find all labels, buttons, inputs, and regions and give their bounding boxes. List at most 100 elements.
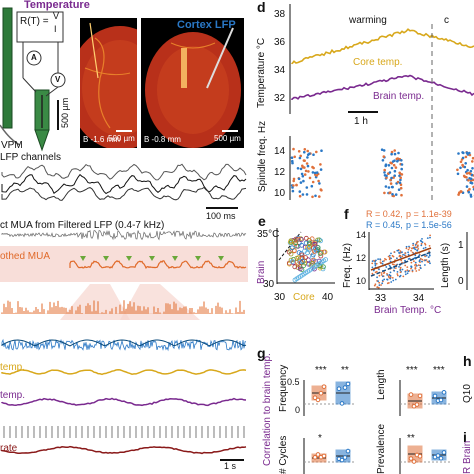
cluster-point: [297, 266, 303, 272]
spindle-point: [396, 160, 399, 163]
spindle-point: [307, 170, 310, 173]
spindle-point: [384, 163, 388, 166]
spindle-point: [459, 166, 462, 170]
panel-f-stat2-p: p = 1.5e-56: [406, 220, 452, 230]
warming-annotation: warming: [349, 15, 387, 26]
spindle-point: [389, 161, 392, 165]
scatter-point: [396, 273, 399, 275]
scatter-point: [414, 244, 417, 246]
scatter-point: [408, 246, 411, 249]
scatter-point: [375, 259, 377, 262]
panel-f-xtick-0: 33: [375, 293, 387, 304]
scatter-point: [419, 267, 422, 270]
spindle-point: [299, 167, 303, 171]
histology-left-scale: [116, 130, 132, 132]
spindle-point: [305, 193, 309, 196]
box-point: [411, 459, 417, 464]
scatter-point: [381, 262, 384, 265]
scatter-point: [394, 267, 397, 269]
scatter-point: [377, 280, 379, 283]
spindle-point: [302, 179, 305, 183]
spindle-point: [319, 168, 323, 171]
spindle-point: [320, 149, 323, 152]
scatter-point: [387, 275, 390, 278]
histology-left-image: [80, 22, 137, 148]
spindle-point: [460, 190, 463, 193]
g-sub2-name: # Cycles: [278, 435, 289, 474]
ammeter-label: A: [31, 53, 37, 62]
spindle-point: [392, 176, 395, 179]
scale-time-label: 100 ms: [206, 211, 236, 221]
scatter-point: [399, 274, 402, 277]
spindle-point: [393, 152, 397, 156]
cluster-point: [292, 264, 298, 270]
formula-den: I: [54, 24, 57, 34]
lfp-trace: [1, 163, 247, 181]
ytick-bottom-1: 12: [274, 167, 286, 178]
ytick-top-3: 32: [274, 93, 286, 104]
spindle-point: [297, 150, 301, 153]
spindle-point: [469, 181, 472, 184]
scatter-point: [399, 271, 402, 274]
box-point: [345, 381, 351, 387]
scatter-point: [390, 257, 392, 260]
panel-e-xlabel: Core: [293, 292, 315, 303]
spindle-point: [398, 181, 402, 185]
spindle-point: [384, 185, 388, 188]
cluster-point: [312, 246, 318, 252]
scatter-point: [388, 258, 391, 261]
scatter-point: [414, 254, 417, 257]
spindle-point: [312, 153, 315, 156]
spindle-point: [319, 163, 322, 166]
scatter-point: [399, 256, 402, 259]
scatter-point: [420, 244, 423, 247]
panel-h-ylabel: Q10: [462, 384, 473, 403]
spindle-point: [292, 147, 295, 151]
cluster-point: [317, 251, 323, 257]
panel-f-right-ytick-1: 0: [458, 276, 464, 287]
spindle-point: [311, 165, 314, 169]
histology-left-coord: B -1.6 mm: [83, 135, 120, 144]
spindle-point: [459, 160, 463, 164]
spindle-point: [388, 191, 391, 195]
scatter-point: [404, 270, 407, 273]
scatter-point: [374, 264, 377, 267]
spindle-point: [298, 156, 302, 160]
panel-f-xlabel: Brain Temp. °C: [374, 305, 442, 316]
spindle-marker-icon: [126, 256, 132, 261]
spindle-point: [400, 193, 403, 197]
scatter-point: [371, 262, 374, 265]
panel-d-ylabel-top: Temperature °C: [256, 37, 267, 108]
rate-label: rate: [0, 443, 18, 454]
spindle-point: [391, 160, 395, 163]
scatter-point: [389, 265, 392, 268]
box-point: [336, 386, 342, 392]
scatter-point: [407, 248, 410, 251]
spindle-point: [308, 176, 312, 180]
scatter-point: [371, 266, 374, 269]
ytick-bottom-2: 10: [274, 188, 286, 199]
spindle-point: [300, 172, 304, 176]
scatter-point: [378, 281, 381, 284]
cluster-point: [298, 237, 304, 243]
spindle-point: [317, 179, 320, 183]
spindle-point: [290, 156, 294, 159]
scatter-point: [396, 249, 399, 252]
panel-e-top-label: 35°C: [257, 229, 280, 240]
scatter-point: [381, 282, 384, 285]
g-sub0-name: Frequency: [278, 364, 289, 412]
scatter-point: [392, 279, 395, 282]
spindle-point: [303, 173, 307, 176]
scatter-point: [377, 258, 379, 260]
probe-schematic: [0, 7, 66, 152]
scatter-point: [414, 267, 417, 270]
core-temp-line: [291, 28, 474, 65]
fit-line-orange: [370, 247, 432, 271]
panel-f-right-ytick-0: 1: [458, 240, 464, 251]
trace-panel: [0, 163, 248, 461]
scatter-point: [418, 260, 421, 262]
spindle-point: [399, 176, 402, 179]
spindle-point: [304, 169, 308, 173]
scatter-point: [411, 251, 414, 254]
spindle-point: [296, 167, 300, 170]
